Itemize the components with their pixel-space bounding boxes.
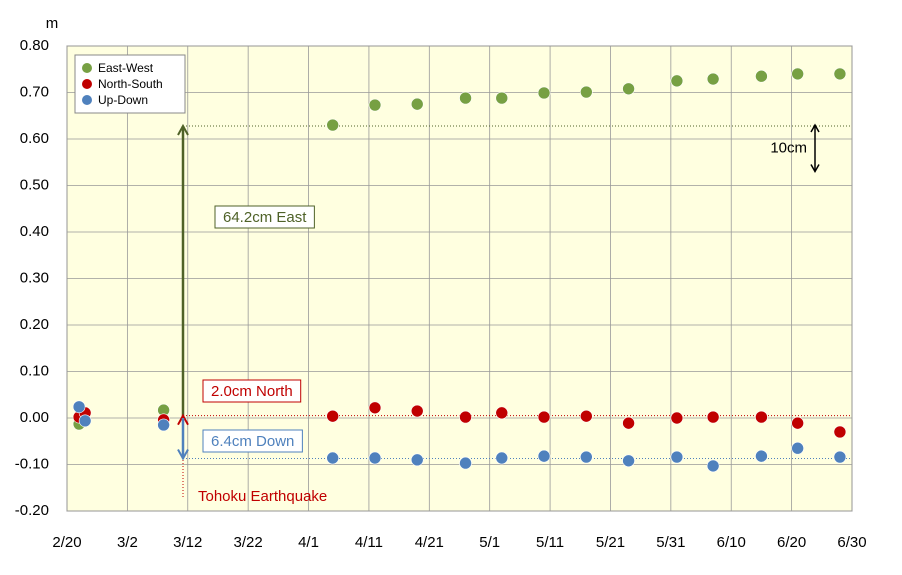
data-point (459, 456, 472, 470)
legend-marker (82, 63, 92, 73)
x-tick-label: 4/11 (355, 534, 383, 551)
data-point (755, 449, 768, 463)
y-tick-label: -0.20 (15, 502, 49, 519)
legend-box (74, 54, 186, 114)
x-tick-label: 2/20 (52, 534, 81, 551)
data-point (459, 91, 472, 105)
y-tick-label: 0.70 (20, 83, 49, 100)
y-tick-label: 0.50 (20, 176, 49, 193)
x-tick-label: 5/21 (596, 534, 625, 551)
y-tick-label: 0.80 (20, 37, 49, 54)
data-point (326, 409, 339, 423)
x-tick-label: 6/10 (717, 534, 746, 551)
annotation-box (202, 379, 302, 403)
y-tick-label: 0.10 (20, 362, 49, 379)
data-point (368, 98, 382, 112)
data-point (410, 453, 424, 467)
data-point (537, 449, 551, 463)
data-point (157, 418, 170, 432)
y-tick-label: -0.10 (15, 455, 49, 472)
x-tick-label: 6/20 (777, 534, 806, 551)
y-unit: m (46, 15, 59, 32)
legend-marker (82, 95, 92, 105)
data-point (495, 406, 509, 420)
x-tick-label: 5/31 (656, 534, 685, 551)
data-point (580, 409, 593, 423)
scale-head (810, 123, 820, 174)
data-point (459, 410, 472, 424)
x-tick-label: 4/21 (415, 534, 444, 551)
data-point (326, 451, 339, 465)
annotation-box (202, 429, 303, 453)
annotation: 64.2cm East (214, 205, 315, 229)
arrow-head (177, 448, 189, 461)
annotation-label: 6.4cm Down (211, 433, 294, 450)
y-tick-label: 0.40 (20, 223, 49, 240)
y-tick-label: 0.20 (20, 316, 49, 333)
legend-marker (82, 79, 92, 89)
annotation-label: 2.0cm North (211, 383, 293, 400)
data-point (833, 450, 847, 464)
data-point (755, 69, 768, 83)
data-point (368, 401, 382, 415)
y-tick-label: 0.00 (20, 409, 49, 426)
data-point (495, 91, 509, 105)
data-point (670, 74, 684, 88)
data-point (368, 451, 382, 465)
arrow-head (177, 123, 189, 136)
y-tick-label: 0.30 (20, 269, 49, 286)
data-point (706, 459, 720, 473)
arrow-head (177, 413, 189, 426)
x-tick-label: 3/2 (117, 534, 138, 551)
data-point (495, 451, 509, 465)
data-point (791, 416, 804, 430)
annotation: 2.0cm North (202, 379, 302, 403)
data-point (670, 450, 684, 464)
data-point (833, 67, 847, 81)
x-tick-label: 5/11 (536, 534, 564, 551)
x-tick-label: 4/1 (298, 534, 319, 551)
data-point (622, 82, 635, 96)
data-point (622, 454, 635, 468)
marks (72, 67, 847, 473)
data-point (791, 67, 804, 81)
data-point (326, 118, 339, 132)
annotation-box (214, 205, 315, 229)
data-point (706, 72, 720, 86)
annotation-label: 64.2cm East (223, 209, 307, 226)
data-point (580, 85, 593, 99)
legend-label: East-West (98, 61, 154, 75)
data-point (670, 411, 684, 425)
data-point (537, 86, 551, 100)
data-point (622, 416, 635, 430)
data-point (410, 404, 424, 418)
x-tick-label: 5/1 (479, 534, 500, 551)
data-point (791, 441, 804, 455)
scale-label: 10cm (770, 139, 807, 156)
data-point (755, 410, 768, 424)
data-point (537, 410, 551, 424)
event-label: Tohoku Earthquake (198, 488, 327, 505)
legend-label: Up-Down (98, 93, 148, 107)
x-tick-label: 3/22 (234, 534, 263, 551)
data-point (580, 450, 593, 464)
x-tick-label: 6/30 (837, 534, 866, 551)
y-tick-label: 0.60 (20, 130, 49, 147)
data-point (78, 414, 92, 428)
annotation: 6.4cm Down (202, 429, 303, 453)
legend-label: North-South (98, 77, 163, 91)
data-point (72, 400, 86, 414)
data-point (410, 97, 424, 111)
x-tick-label: 3/12 (173, 534, 202, 551)
data-point (706, 410, 720, 424)
data-point (833, 425, 847, 439)
